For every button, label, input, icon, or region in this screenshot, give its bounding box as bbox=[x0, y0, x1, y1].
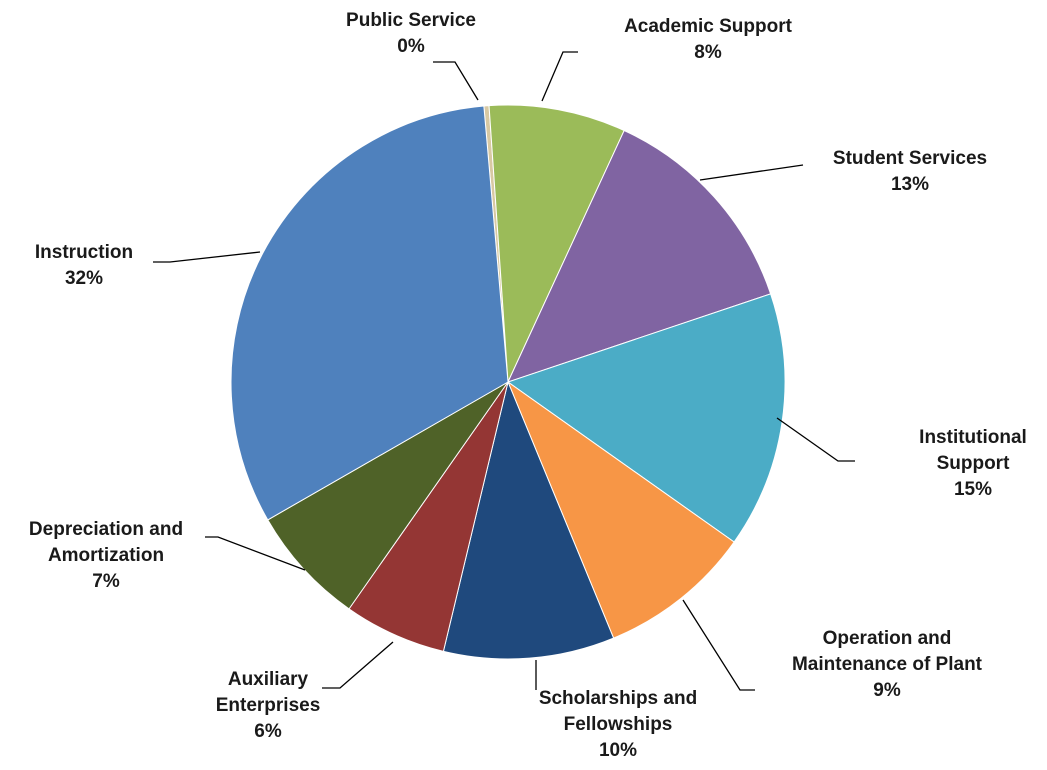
leader-line-student-services bbox=[699, 164, 804, 181]
slice-percent-label: 13% bbox=[891, 174, 929, 195]
pie-slice-scholarships-and-fellowships bbox=[442, 380, 615, 660]
slice-label-text: Student Services bbox=[833, 148, 987, 169]
slice-percent-label: 7% bbox=[92, 571, 120, 592]
slice-percent-label: 32% bbox=[65, 268, 103, 289]
slice-percent-label: 9% bbox=[873, 680, 901, 701]
slice-label-text: Public Service bbox=[346, 10, 476, 31]
slice-labels: Public Service 0% Academic Support 8% Studen… bbox=[29, 10, 1027, 761]
leader-lines bbox=[153, 51, 855, 691]
slice-label-text: Depreciation and bbox=[29, 519, 183, 540]
slice-label-text: Auxiliary bbox=[228, 669, 309, 690]
slice-label-text: Operation and bbox=[823, 628, 952, 649]
slice-label-public-service: Public Service 0% bbox=[346, 10, 476, 57]
slice-label-auxiliary-enterprises: Auxiliary Enterprises 6% bbox=[216, 669, 321, 742]
slice-label-text: Support bbox=[937, 453, 1010, 474]
slice-label-text: Institutional bbox=[919, 427, 1027, 448]
slice-label-academic-support: Academic Support 8% bbox=[624, 16, 793, 63]
slice-percent-label: 15% bbox=[954, 479, 992, 500]
leader-line-depreciation-and-amortization bbox=[205, 536, 306, 571]
slice-label-instruction: Instruction 32% bbox=[35, 242, 133, 289]
pie-slice-instruction bbox=[230, 105, 509, 521]
slice-label-text: Amortization bbox=[48, 545, 164, 566]
slice-label-text: Instruction bbox=[35, 242, 133, 263]
leader-line-institutional-support bbox=[776, 417, 855, 462]
slice-label-text: Fellowships bbox=[564, 714, 673, 735]
slice-label-text: Enterprises bbox=[216, 695, 321, 716]
pie-slices bbox=[230, 104, 786, 660]
slice-percent-label: 6% bbox=[254, 721, 282, 742]
pie-slice-operation-and-maintenance-of-plant bbox=[506, 380, 735, 639]
slice-label-text: Maintenance of Plant bbox=[792, 654, 983, 675]
leader-line-public-service bbox=[433, 61, 479, 101]
leader-line-auxiliary-enterprises bbox=[322, 641, 394, 689]
slice-percent-label: 8% bbox=[694, 42, 722, 63]
slice-label-student-services: Student Services 13% bbox=[833, 148, 987, 195]
slice-percent-label: 0% bbox=[397, 36, 425, 57]
leader-line-instruction bbox=[153, 251, 261, 263]
slice-label-scholarships-and-fellowships: Scholarships and Fellowships 10% bbox=[539, 688, 697, 761]
slice-label-depreciation-and-amortization: Depreciation and Amortization 7% bbox=[29, 519, 183, 592]
leader-line-academic-support bbox=[541, 51, 578, 102]
pie-slice-institutional-support bbox=[506, 293, 786, 543]
leader-line-operation-and-maintenance-of-plant bbox=[682, 599, 755, 691]
slice-percent-label: 10% bbox=[599, 740, 637, 761]
slice-label-operation-and-maintenance-of-plant: Operation and Maintenance of Plant 9% bbox=[792, 628, 983, 701]
pie-slice-student-services bbox=[507, 129, 772, 383]
slice-label-institutional-support: Institutional Support 15% bbox=[919, 427, 1027, 500]
slice-label-text: Academic Support bbox=[624, 16, 793, 37]
slice-label-text: Scholarships and bbox=[539, 688, 697, 709]
pie-slice-academic-support bbox=[488, 104, 625, 383]
